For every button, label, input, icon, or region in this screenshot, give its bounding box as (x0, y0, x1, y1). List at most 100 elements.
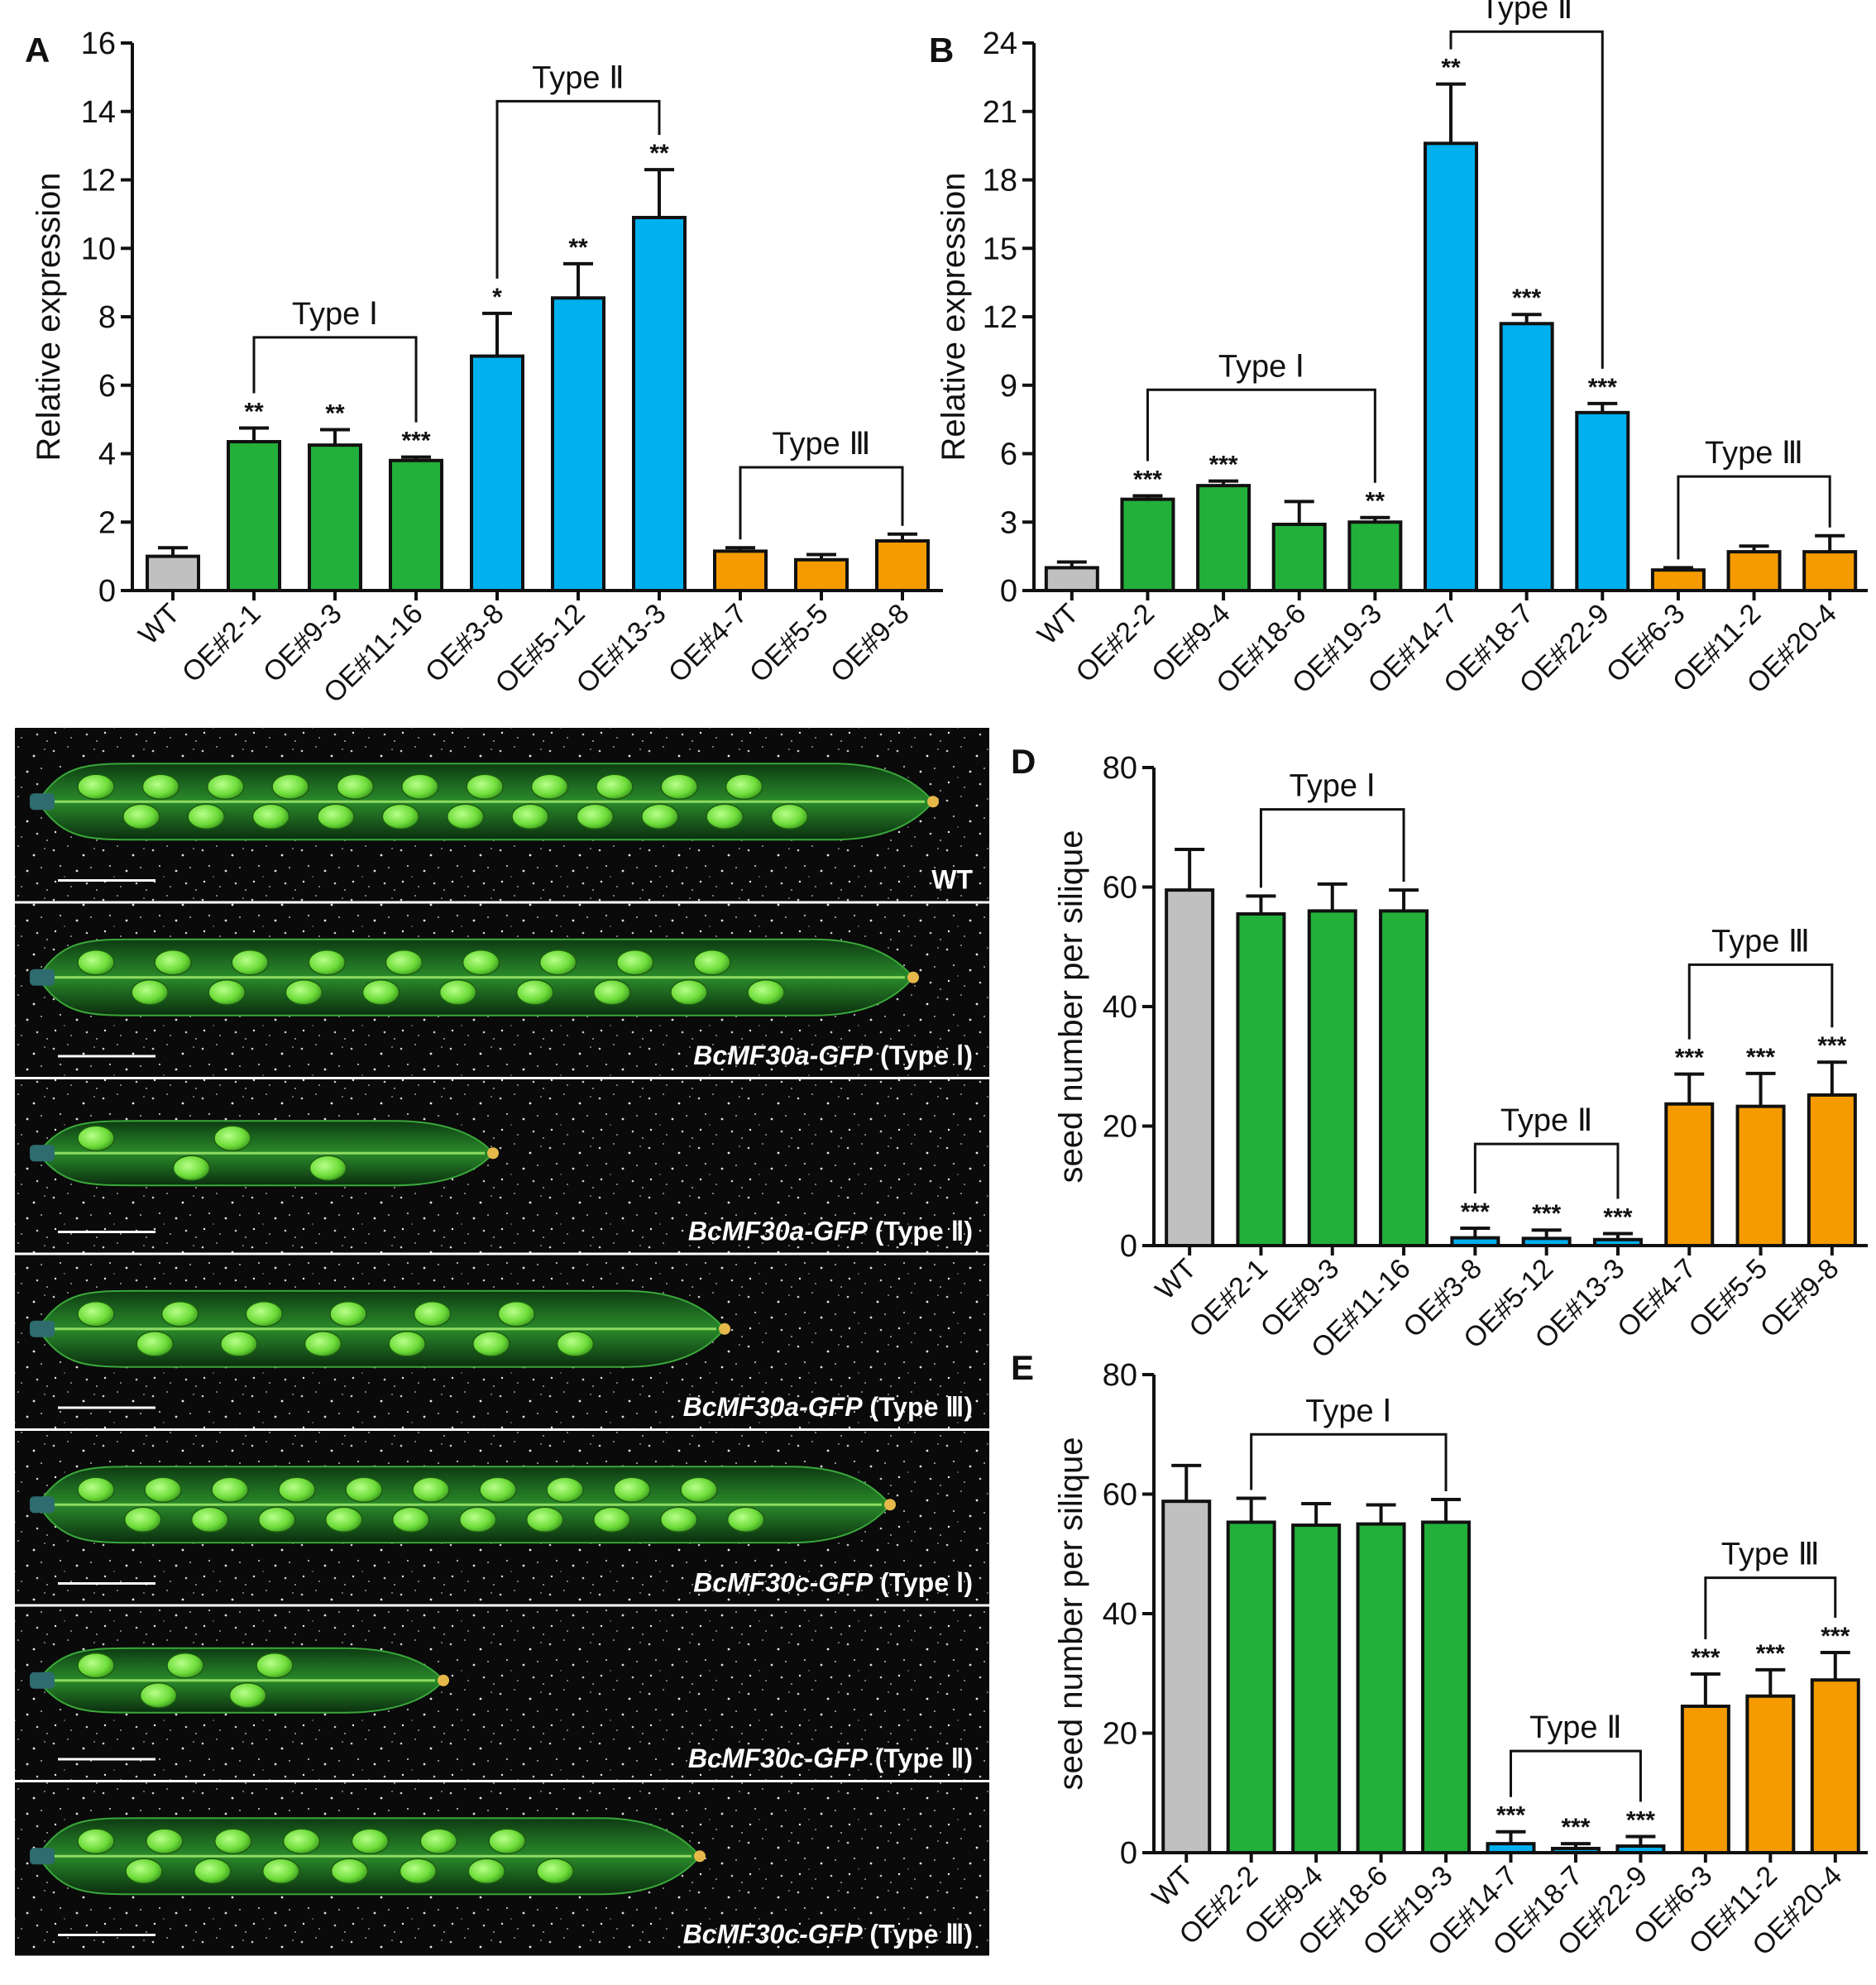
y-tick-label: 8 (98, 300, 116, 335)
y-tick-label: 40 (1103, 1597, 1137, 1632)
photo-label: WT (931, 865, 973, 895)
seed (77, 1653, 115, 1679)
significance-label: *** (1532, 1200, 1561, 1227)
seed (251, 803, 290, 830)
seed (141, 773, 180, 800)
seed (245, 1301, 284, 1327)
photo-label: BcMF30c-GFP (Type Ⅰ) (693, 1568, 973, 1598)
y-tick-label: 6 (1000, 438, 1017, 472)
group-label: Type Ⅰ (1305, 1394, 1391, 1428)
bar (1745, 1694, 1796, 1855)
seed (77, 1828, 115, 1854)
bar (1615, 1844, 1666, 1854)
seed (256, 1653, 294, 1679)
silique-tip (487, 1147, 499, 1160)
seed (706, 803, 744, 830)
chart-a-relative-expression: 0 2 4 6 8 10 12 14 16 Relative expression WT ** OE#2… (31, 26, 943, 709)
significance-label: *** (1675, 1045, 1704, 1072)
significance-label: ** (1366, 488, 1385, 515)
silique-tip (884, 1499, 896, 1511)
seed (670, 979, 708, 1006)
seed (726, 1506, 765, 1533)
significance-label: ** (568, 234, 588, 261)
group-bracket (495, 99, 661, 279)
significance-label: *** (1691, 1644, 1720, 1672)
bar (389, 458, 443, 593)
seed (659, 1506, 698, 1533)
y-axis-title: seed number per silique (1053, 1437, 1089, 1791)
seed (488, 1828, 526, 1854)
x-tick-label: OE#4-7 (1611, 1253, 1702, 1344)
silique-tip (927, 796, 939, 808)
y-tick-label: 80 (1103, 1358, 1137, 1393)
photo-label-italic: BcMF30c-GFP (693, 1568, 873, 1598)
seed (77, 1125, 115, 1151)
significance-label: *** (1461, 1198, 1490, 1226)
significance-label: *** (1626, 1806, 1655, 1834)
seed (546, 1476, 584, 1503)
bar (470, 354, 524, 592)
seed (556, 1331, 595, 1357)
seed (336, 773, 375, 800)
seed (479, 1476, 517, 1503)
group-bracket (739, 466, 904, 540)
seed (194, 1858, 232, 1884)
seed (190, 1506, 229, 1533)
significance-label: *** (1588, 374, 1617, 401)
y-tick-label: 2 (98, 505, 116, 540)
seed (660, 773, 699, 800)
seed (747, 979, 785, 1006)
seed (160, 1301, 199, 1327)
y-tick-label: 0 (1120, 1229, 1137, 1264)
significance-label: *** (1603, 1204, 1632, 1232)
photo-label-normal: (Type Ⅰ) (873, 1568, 973, 1598)
seed (592, 1506, 631, 1533)
bar (875, 539, 930, 592)
y-tick-label: 0 (1000, 574, 1017, 609)
panel-letter-b: B (929, 31, 954, 69)
y-tick-label: 80 (1103, 751, 1137, 786)
bar (1664, 1102, 1715, 1247)
significance-label: ** (325, 400, 345, 428)
x-tick-label: OE#2-2 (1070, 598, 1161, 689)
seed (446, 803, 485, 830)
group-bracket (1704, 1576, 1837, 1639)
seed (467, 1858, 506, 1884)
y-tick-label: 0 (98, 574, 116, 609)
group-label: Type Ⅱ (532, 60, 625, 95)
y-tick-label: 14 (81, 95, 116, 130)
bar (227, 440, 281, 592)
significance-label: * (492, 284, 502, 311)
seed (462, 949, 500, 976)
seed (187, 803, 225, 830)
chart-b-relative-expression: 0 3 6 9 12 15 18 21 24 Relative expression WT *** OE… (936, 0, 1868, 700)
significance-label: *** (1496, 1802, 1525, 1830)
photo-label-italic: BcMF30a-GFP (683, 1392, 864, 1422)
x-tick-label: OE#9-8 (1754, 1253, 1845, 1344)
seed (228, 1682, 267, 1709)
seed (208, 979, 246, 1006)
panel-letter-e: E (1011, 1348, 1034, 1387)
photo-label-normal: (Type Ⅲ) (863, 1392, 973, 1422)
seed (466, 773, 504, 800)
group-bracket (1687, 963, 1834, 1040)
seed (345, 1476, 383, 1503)
group-label: Type Ⅱ (1481, 0, 1573, 26)
photo-label-italic: BcMF30c-GFP (683, 1920, 864, 1949)
significance-label: *** (1756, 1640, 1785, 1667)
seed (257, 1506, 296, 1533)
x-tick-label: OE#5-12 (490, 598, 591, 700)
seed (419, 1828, 458, 1854)
seed (361, 979, 400, 1006)
significance-label: *** (1209, 452, 1238, 479)
seed (166, 1653, 204, 1679)
group-label: Type Ⅲ (1711, 924, 1810, 959)
y-tick-label: 24 (983, 26, 1017, 61)
x-tick-label: OE#9-8 (825, 598, 916, 689)
seed (770, 803, 809, 830)
y-tick-label: 3 (1000, 505, 1017, 540)
photo-label-normal: (Type Ⅰ) (873, 1040, 973, 1070)
significance-label: *** (1133, 466, 1162, 494)
bar (1271, 523, 1327, 593)
